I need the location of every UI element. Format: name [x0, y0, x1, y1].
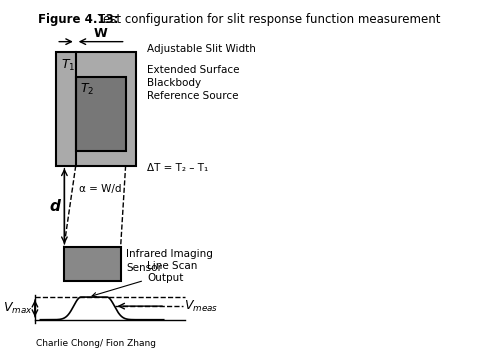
Text: Adjustable Slit Width: Adjustable Slit Width — [147, 44, 256, 54]
Text: $V_{meas}$: $V_{meas}$ — [184, 299, 218, 314]
Text: Line Scan
Output: Line Scan Output — [92, 261, 198, 297]
Text: ΔT = T₂ – T₁: ΔT = T₂ – T₁ — [147, 163, 208, 173]
Text: Charlie Chong/ Fion Zhang: Charlie Chong/ Fion Zhang — [36, 339, 156, 348]
Text: $T_2$: $T_2$ — [80, 82, 94, 97]
Text: Figure 4.13:: Figure 4.13: — [38, 13, 118, 26]
Text: α = W/d: α = W/d — [79, 184, 122, 195]
Bar — [56, 53, 136, 166]
Text: Infrared Imaging
Sensor: Infrared Imaging Sensor — [126, 249, 213, 273]
Bar — [76, 77, 126, 151]
Text: d: d — [49, 199, 60, 214]
Bar — [64, 247, 120, 281]
Text: Extended Surface
Blackbody
Reference Source: Extended Surface Blackbody Reference Sou… — [147, 65, 240, 101]
Text: $V_{max}$: $V_{max}$ — [3, 301, 32, 316]
Text: W: W — [94, 27, 108, 40]
Text: $T_1$: $T_1$ — [61, 58, 75, 73]
Text: Test configuration for slit response function measurement: Test configuration for slit response fun… — [94, 13, 441, 26]
